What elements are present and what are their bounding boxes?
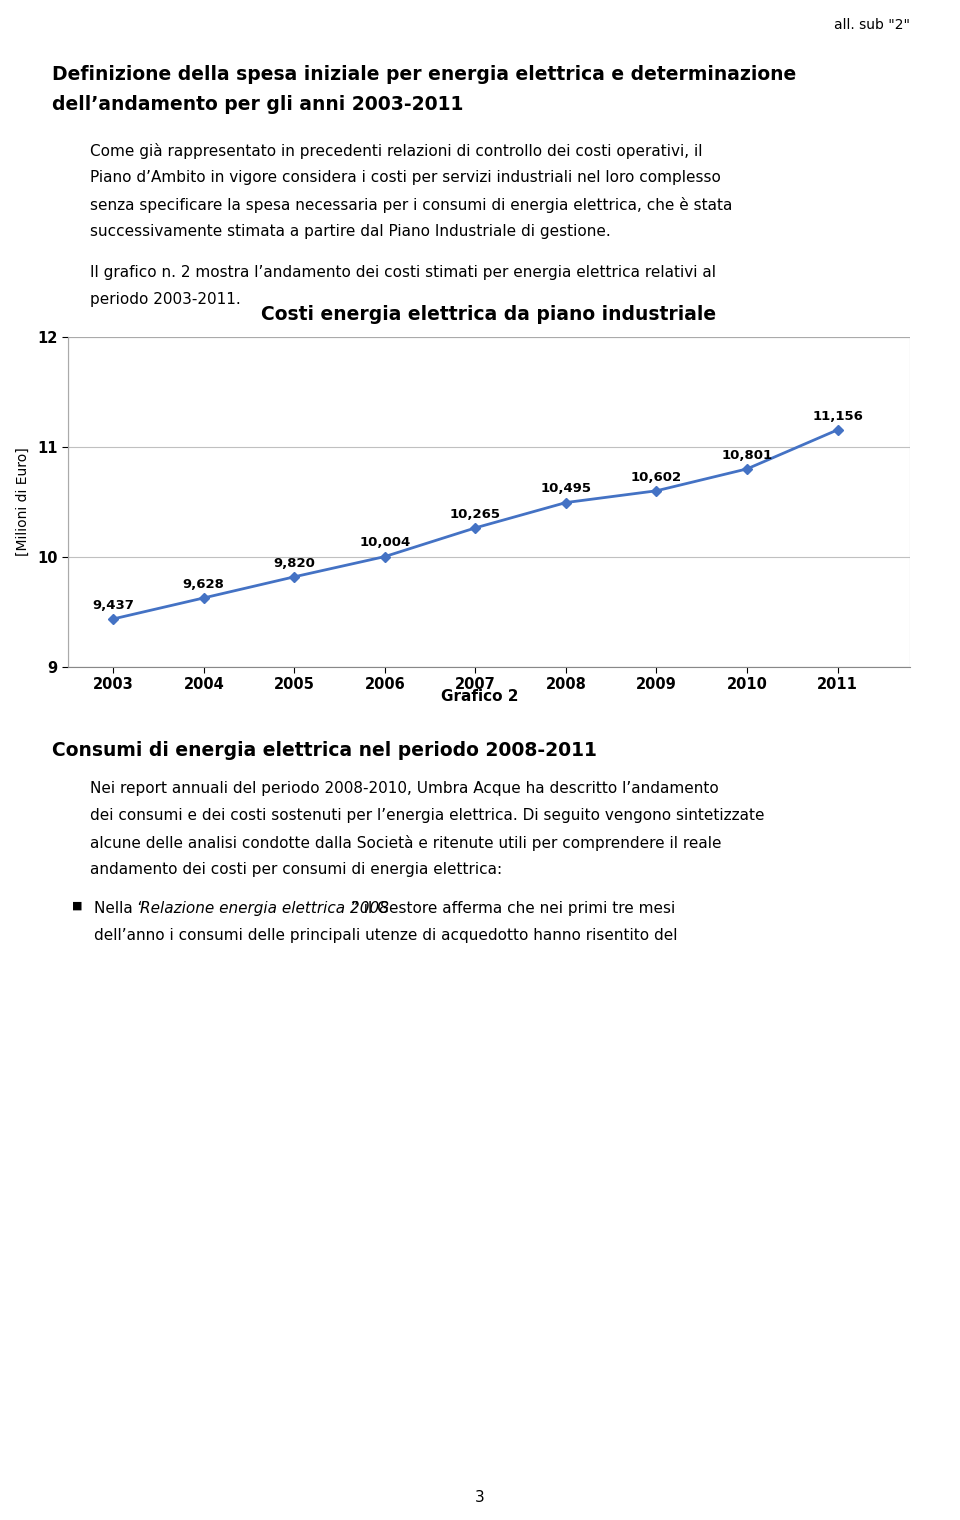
Text: 9,820: 9,820 [274, 556, 315, 570]
Title: Costi energia elettrica da piano industriale: Costi energia elettrica da piano industr… [261, 306, 716, 324]
Text: 10,004: 10,004 [359, 537, 411, 549]
Text: dei consumi e dei costi sostenuti per l’energia elettrica. Di seguito vengono si: dei consumi e dei costi sostenuti per l’… [90, 809, 764, 822]
Text: 9,437: 9,437 [92, 599, 134, 611]
Text: dell’andamento per gli anni 2003-2011: dell’andamento per gli anni 2003-2011 [52, 94, 464, 114]
Text: 11,156: 11,156 [812, 410, 863, 423]
Text: Grafico 2: Grafico 2 [442, 689, 518, 704]
Text: 9,628: 9,628 [182, 578, 225, 591]
Text: 10,602: 10,602 [631, 471, 682, 483]
Text: successivamente stimata a partire dal Piano Industriale di gestione.: successivamente stimata a partire dal Pi… [90, 223, 611, 239]
Text: 10,801: 10,801 [722, 448, 773, 462]
Text: Consumi di energia elettrica nel periodo 2008-2011: Consumi di energia elettrica nel periodo… [52, 742, 597, 760]
Text: Come già rappresentato in precedenti relazioni di controllo dei costi operativi,: Come già rappresentato in precedenti rel… [90, 143, 703, 160]
Text: all. sub "2": all. sub "2" [834, 18, 910, 32]
Text: 10,265: 10,265 [450, 508, 501, 521]
Text: Definizione della spesa iniziale per energia elettrica e determinazione: Definizione della spesa iniziale per ene… [52, 65, 796, 84]
Text: 10,495: 10,495 [540, 482, 591, 496]
Bar [68, 337, 910, 667]
Text: senza specificare la spesa necessaria per i consumi di energia elettrica, che è : senza specificare la spesa necessaria pe… [90, 198, 732, 213]
Text: 3: 3 [475, 1490, 485, 1505]
Text: Piano d’Ambito in vigore considera i costi per servizi industriali nel loro comp: Piano d’Ambito in vigore considera i cos… [90, 170, 721, 185]
Text: alcune delle analisi condotte dalla Società e ritenute utili per comprendere il : alcune delle analisi condotte dalla Soci… [90, 834, 722, 851]
Text: Il grafico n. 2 mostra l’andamento dei costi stimati per energia elettrica relat: Il grafico n. 2 mostra l’andamento dei c… [90, 264, 716, 280]
Text: ■: ■ [72, 901, 83, 910]
Text: dell’anno i consumi delle principali utenze di acquedotto hanno risentito del: dell’anno i consumi delle principali ute… [94, 929, 678, 942]
Text: andamento dei costi per consumi di energia elettrica:: andamento dei costi per consumi di energ… [90, 862, 502, 877]
Text: ” il Gestore afferma che nei primi tre mesi: ” il Gestore afferma che nei primi tre m… [351, 901, 676, 917]
Text: periodo 2003-2011.: periodo 2003-2011. [90, 292, 241, 307]
Text: Relazione energia elettrica 2008: Relazione energia elettrica 2008 [140, 901, 389, 917]
Y-axis label: [Milioni di Euro]: [Milioni di Euro] [16, 447, 30, 556]
Text: Nella “: Nella “ [94, 901, 146, 917]
Text: Nei report annuali del periodo 2008-2010, Umbra Acque ha descritto l’andamento: Nei report annuali del periodo 2008-2010… [90, 781, 719, 796]
